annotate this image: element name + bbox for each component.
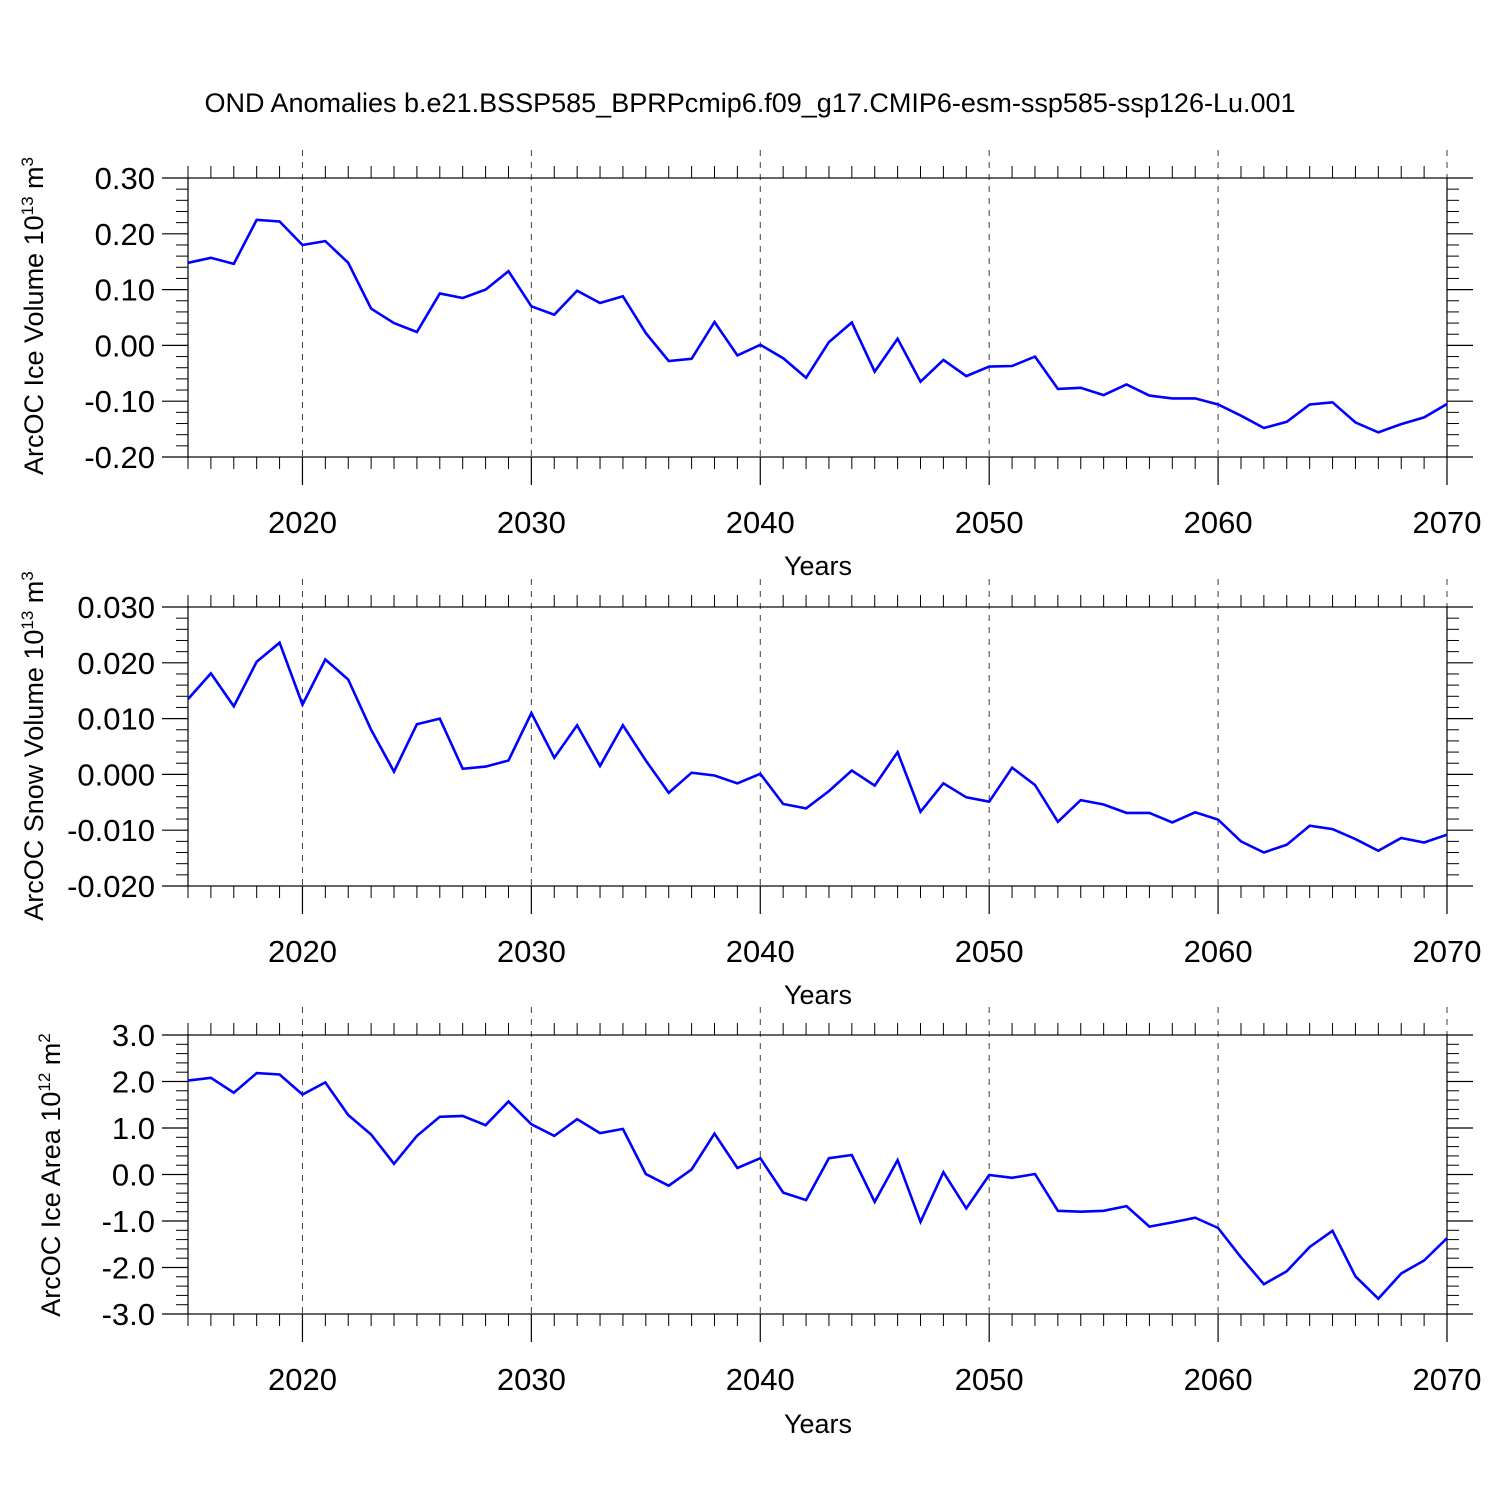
- ice-volume-y-tick-label: -0.20: [84, 440, 155, 475]
- ice-volume-plot-frame: [187, 177, 1448, 458]
- snow-volume-x-tick-label: 2030: [497, 934, 566, 969]
- ice-volume-x-tick-label: 2030: [497, 505, 566, 540]
- ice-volume-series-line: [187, 218, 1448, 434]
- snow-volume-y-tick-label: 0.000: [77, 757, 155, 792]
- ice-area-x-tick-label: 2030: [497, 1362, 566, 1397]
- snow-volume-ylabel-unit: m: [19, 581, 49, 611]
- ice-volume-ylabel-main: ArcOC Ice Volume 10: [19, 215, 49, 475]
- ice-volume-ylabel-exp: 13: [18, 196, 37, 215]
- ice-volume-panel: ArcOC Ice Volume 1013 m3 Years -0.20-0.1…: [18, 150, 1481, 581]
- snow-volume-series-line: [187, 640, 1448, 854]
- snow-volume-y-tick-label: 0.010: [77, 702, 155, 737]
- ice-area-y-tick-label: 3.0: [112, 1018, 155, 1053]
- ice-volume-x-tick-label: 2050: [955, 505, 1024, 540]
- snow-volume-panel: ArcOC Snow Volume 1013 m3 Years -0.020 -0…: [18, 571, 1481, 1010]
- ice-volume-x-tick-label: 2020: [268, 505, 337, 540]
- ice-area-y-tick-label: 1.0: [112, 1111, 155, 1146]
- snow-volume-y-tick-label: -0.020: [67, 869, 155, 904]
- ice-area-y-tick-label: -2.0: [102, 1251, 155, 1286]
- snow-volume-xlabel: Years: [784, 980, 852, 1010]
- ice-area-x-tick-label: 2070: [1413, 1362, 1482, 1397]
- ice-area-ylabel-main: ArcOC Ice Area 10: [36, 1092, 66, 1317]
- snow-volume-y-tick-label: 0.020: [77, 646, 155, 681]
- snow-volume-ylabel-exp: 13: [18, 611, 37, 630]
- ice-volume-ylabel-unit: m: [19, 166, 49, 196]
- ice-area-x-tick-label: 2020: [268, 1362, 337, 1397]
- ice-volume-y-tick-label: 0.10: [95, 273, 155, 308]
- ice-area-panel: ArcOC Ice Area 1012 m2 Years -3.0 -2.0 -1.…: [35, 1007, 1481, 1439]
- snow-volume-y-tick-label: -0.010: [67, 813, 155, 848]
- ice-area-ylabel-exp: 12: [35, 1073, 54, 1092]
- ice-area-ylabel: ArcOC Ice Area 1012 m2: [35, 1033, 66, 1317]
- ice-volume-y-tick-label: 0.00: [95, 328, 155, 363]
- snow-volume-y-tick-label: 0.030: [77, 590, 155, 625]
- ice-area-x-tick-label: 2060: [1184, 1362, 1253, 1397]
- ice-volume-y-tick-label: 0.30: [95, 161, 155, 196]
- ice-area-y-tick-label: 2.0: [112, 1065, 155, 1100]
- ice-volume-y-tick-label: 0.20: [95, 217, 155, 252]
- snow-volume-x-tick-label: 2020: [268, 934, 337, 969]
- ice-area-ylabel-unit: m: [36, 1043, 66, 1073]
- figure-title: OND Anomalies b.e21.BSSP585_BPRPcmip6.f0…: [204, 88, 1295, 118]
- snow-volume-ylabel-main: ArcOC Snow Volume 10: [19, 630, 49, 921]
- snow-volume-x-tick-label: 2060: [1184, 934, 1253, 969]
- snow-volume-ylabel-unit-exp: 3: [18, 571, 37, 580]
- snow-volume-ylabel: ArcOC Snow Volume 1013 m3: [18, 571, 49, 921]
- snow-volume-x-tick-label: 2040: [726, 934, 795, 969]
- ice-volume-x-tick-label: 2060: [1184, 505, 1253, 540]
- snow-volume-x-tick-label: 2070: [1413, 934, 1482, 969]
- ice-volume-xlabel: Years: [784, 551, 852, 581]
- snow-volume-plot-frame: [187, 606, 1448, 887]
- snow-volume-x-tick-label: 2050: [955, 934, 1024, 969]
- ice-area-y-tick-label: 0.0: [112, 1158, 155, 1193]
- ice-volume-ylabel-unit-exp: 3: [18, 157, 37, 166]
- ice-volume-x-tick-label: 2040: [726, 505, 795, 540]
- ice-area-x-tick-label: 2050: [955, 1362, 1024, 1397]
- ice-area-y-tick-label: -1.0: [102, 1204, 155, 1239]
- ice-area-xlabel: Years: [784, 1409, 852, 1439]
- ice-volume-x-tick-label: 2070: [1413, 505, 1482, 540]
- ice-area-ylabel-unit-exp: 2: [35, 1033, 54, 1042]
- ice-area-y-tick-label: -3.0: [102, 1297, 155, 1332]
- ice-volume-y-tick-label: -0.10: [84, 384, 155, 419]
- ice-volume-ylabel: ArcOC Ice Volume 1013 m3: [18, 157, 49, 475]
- ice-area-plot-frame: [187, 1034, 1448, 1315]
- ice-area-x-tick-label: 2040: [726, 1362, 795, 1397]
- ice-area-series-line: [187, 1071, 1448, 1301]
